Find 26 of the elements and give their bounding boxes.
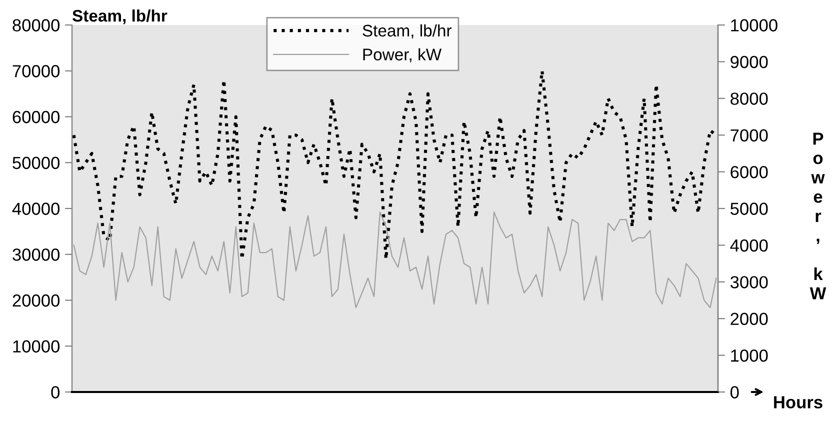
y-tick-label: 30000 [12,248,60,261]
y2-tick-label: 3000 [730,276,768,288]
y2-tick-label: 1000 [731,349,768,362]
text: Power, kW [810,132,826,300]
y-tick-label: 70000 [12,65,60,78]
y-tick-label: 0 [51,386,60,398]
y2-tick-label: 4000 [730,239,768,252]
legend-label: Steam, lb/hr [362,24,452,39]
legend-label: Power, kW [363,48,442,62]
y2-tick-label: 2000 [730,312,768,326]
y2-tick-label: 8000 [730,92,768,105]
y-tick-label: 60000 [12,110,60,124]
y2-tick-label: 0 [730,386,739,398]
y-tick-label: 80000 [12,19,60,32]
y-tick-label: 50000 [12,156,60,170]
y-tick-label: 40000 [12,202,60,215]
x-axis-title: Hours [774,396,822,408]
y2-tick-label: 9000 [730,56,768,68]
y2-tick-label: 10000 [731,19,778,32]
y2-tick-label: 7000 [730,129,768,142]
line-series [73,212,717,308]
y2-tick-label: 5000 [730,202,768,215]
y-axis-title: Steam, lb/hr [72,9,168,24]
y-tick-label: 20000 [12,294,60,307]
y2-tick-label: 6000 [730,166,768,178]
y-tick-label: 10000 [13,340,60,353]
